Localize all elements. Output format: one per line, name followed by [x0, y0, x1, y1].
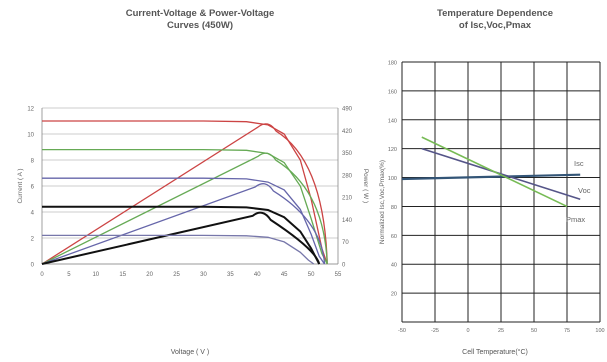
temp-x-tick-label: 25	[498, 328, 504, 334]
temp-y-tick-label: 140	[388, 118, 397, 124]
temp-y-tick-label: 180	[388, 61, 397, 67]
iv-y-tick-label: 12	[27, 107, 34, 113]
iv-y-tick-label: 0	[31, 263, 35, 269]
iv-x-tick-label: 30	[200, 272, 207, 278]
iv-power-curve	[41, 123, 328, 265]
iv-x-tick-label: 55	[335, 272, 342, 278]
iv-y-tick-label: 2	[31, 237, 35, 243]
temp-x-tick-label: -50	[398, 328, 406, 334]
temp-series-line	[421, 147, 581, 200]
iv-x-axis-label: Voltage ( V )	[170, 349, 210, 356]
iv-x-tick-label: 0	[40, 272, 44, 278]
iv-y-right-tick-label: 70	[342, 240, 349, 246]
iv-current-curve	[42, 177, 326, 265]
iv-y-tick-label: 4	[31, 211, 35, 217]
temp-y-axis-label: Normalized Isc,Voc,Pmax(%)	[379, 160, 386, 244]
iv-x-tick-label: 15	[119, 272, 126, 278]
iv-title-line2: Curves (450W)	[167, 20, 233, 31]
iv-y-right-tick-label: 0	[342, 263, 346, 269]
iv-y-right-axis-label: Power ( W )	[362, 169, 369, 203]
iv-y-right-tick-label: 210	[342, 196, 353, 202]
temp-x-tick-label: 0	[466, 328, 469, 334]
temp-title-line1: Temperature Dependence	[437, 8, 553, 19]
iv-x-tick-label: 45	[281, 272, 288, 278]
iv-current-curve	[42, 205, 321, 265]
iv-y-right-tick-label: 140	[342, 218, 353, 224]
temp-series-line	[421, 136, 568, 208]
temp-y-tick-label: 40	[391, 263, 397, 269]
temp-title-line2: of Isc,Voc,Pmax	[458, 20, 532, 31]
iv-current-curve	[42, 234, 315, 265]
iv-power-curve	[41, 183, 326, 265]
iv-x-tick-label: 20	[146, 272, 153, 278]
temp-series-label: Isc	[574, 159, 584, 168]
iv-x-tick-label: 10	[92, 272, 99, 278]
temp-x-tick-label: 50	[531, 328, 537, 334]
iv-x-tick-label: 35	[227, 272, 234, 278]
iv-y-tick-label: 10	[27, 133, 34, 139]
iv-y-tick-label: 8	[31, 159, 35, 165]
iv-current-curve	[42, 120, 328, 265]
temp-y-tick-label: 100	[388, 176, 397, 182]
temp-x-tick-label: 75	[564, 328, 570, 334]
iv-current-curve	[42, 148, 328, 265]
temp-y-tick-label: 120	[388, 147, 397, 153]
temp-x-axis-label: Cell Temperature(°C)	[462, 349, 528, 356]
temp-y-tick-label: 20	[391, 292, 397, 298]
iv-y-tick-label: 6	[31, 185, 35, 191]
iv-power-curve	[41, 211, 321, 265]
temp-y-tick-label: 160	[388, 89, 397, 95]
temp-chart-title: Temperature Dependence of Isc,Voc,Pmax	[390, 8, 600, 32]
temp-x-tick-label: 100	[595, 328, 604, 334]
iv-y-right-tick-label: 350	[342, 151, 353, 157]
iv-x-tick-label: 50	[308, 272, 315, 278]
iv-x-tick-label: 40	[254, 272, 261, 278]
iv-y-right-tick-label: 420	[342, 129, 353, 135]
iv-title-line1: Current-Voltage & Power-Voltage	[125, 8, 275, 19]
iv-chart-title: Current-Voltage & Power-Voltage Curves (…	[70, 8, 330, 32]
temp-series-line	[401, 173, 581, 181]
iv-y-right-tick-label: 490	[342, 107, 353, 113]
iv-power-curve	[41, 152, 328, 265]
iv-x-tick-label: 25	[173, 272, 180, 278]
temp-series-label: Voc	[578, 186, 591, 195]
temp-series-label: Pmax	[566, 215, 585, 224]
temp-y-tick-label: 60	[391, 234, 397, 240]
temp-y-tick-label: 80	[391, 205, 397, 211]
iv-x-tick-label: 5	[67, 272, 71, 278]
iv-y-axis-label: Current ( A )	[17, 168, 24, 203]
iv-y-right-tick-label: 280	[342, 173, 353, 179]
temp-x-tick-label: -25	[431, 328, 439, 334]
